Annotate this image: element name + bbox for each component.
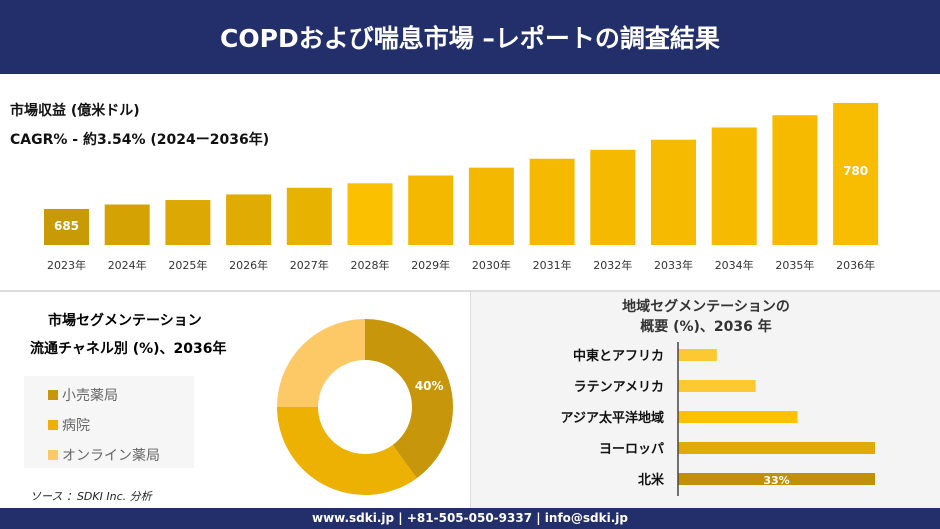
bar xyxy=(651,139,696,245)
legend-swatch xyxy=(48,450,58,460)
y-tick-label: ヨーロッパ xyxy=(599,442,664,457)
y-tick-label: 中東とアフリカ xyxy=(573,348,664,364)
bar xyxy=(165,200,211,245)
y-tick-label: ラテンアメリカ xyxy=(574,380,664,395)
bar xyxy=(44,208,89,245)
x-tick-label: 2035年 xyxy=(775,258,814,272)
bar xyxy=(286,187,332,245)
legend: 小売薬局 病院 オンライン薬局 xyxy=(24,376,194,468)
region-segment-panel: 地域セグメンテーションの 概要 (%)、2036 年 中東とアフリカ ラテンアメリ… xyxy=(470,292,940,508)
x-tick-label: 2026年 xyxy=(229,258,268,272)
channel-segment-panel: 市場セグメンテーション 流通チャネル別 (%)、2036年 小売薬局 病院 オン… xyxy=(0,292,470,508)
bar xyxy=(678,380,756,392)
x-tick-label: 2033年 xyxy=(654,258,693,272)
bar xyxy=(590,149,636,245)
bar xyxy=(104,204,150,245)
legend-label: 病院 xyxy=(62,418,90,434)
x-tick-label: 2023年 xyxy=(47,258,86,272)
x-tick-label: 2029年 xyxy=(411,258,450,272)
data-label: 33% xyxy=(763,474,789,487)
x-tick-label: 2025年 xyxy=(168,258,207,272)
bar xyxy=(226,194,272,245)
revenue-chart: 市場収益 (億米ドル) CAGR% - 約3.54% (2024ー2036年) … xyxy=(0,74,940,290)
source-note: ソース ：SDKI Inc. 分析 xyxy=(30,490,152,503)
revenue-bars: 2023年 685 2024年 2025年 2026年 2027年 2028年 2029年 20… xyxy=(44,102,879,272)
donut-slice xyxy=(365,319,453,479)
x-tick-label: 2036年 xyxy=(836,258,875,272)
data-label: 40% xyxy=(415,379,444,393)
revenue-title: 市場収益 (億米ドル) xyxy=(10,103,140,119)
bar xyxy=(711,127,757,245)
legend-item: 小売薬局 xyxy=(48,380,170,410)
donut-slice xyxy=(277,407,417,495)
bar xyxy=(772,115,818,245)
donut-slice xyxy=(277,319,365,407)
legend-label: 小売薬局 xyxy=(62,388,118,404)
channel-subtitle: 流通チャネル別 (%)、2036年 xyxy=(30,341,227,357)
bar xyxy=(678,349,717,361)
cagr-subtitle: CAGR% - 約3.54% (2024ー2036年) xyxy=(10,132,270,148)
x-tick-label: 2024年 xyxy=(108,258,147,272)
region-title: 地域セグメンテーションの xyxy=(622,299,790,315)
x-tick-label: 2028年 xyxy=(351,258,390,272)
bar xyxy=(678,411,798,423)
legend-swatch xyxy=(48,420,58,430)
x-tick-label: 2030年 xyxy=(472,258,511,272)
legend-label: オンライン薬局 xyxy=(62,448,160,464)
divider xyxy=(0,290,940,292)
bar xyxy=(678,473,876,485)
region-subtitle: 概要 (%)、2036 年 xyxy=(640,319,772,335)
legend-item: 病院 xyxy=(48,410,170,440)
y-tick-label: 北米 xyxy=(638,472,665,488)
channel-title: 市場セグメンテーション xyxy=(48,313,202,329)
x-tick-label: 2031年 xyxy=(533,258,572,272)
data-label: 780 xyxy=(843,164,868,178)
bar xyxy=(833,102,879,245)
bar xyxy=(347,183,393,245)
x-tick-label: 2027年 xyxy=(290,258,329,272)
bar xyxy=(408,175,454,245)
legend-item: オンライン薬局 xyxy=(48,440,170,470)
donut-chart: 40% xyxy=(277,319,453,495)
bar xyxy=(468,167,514,245)
legend-swatch xyxy=(48,390,58,400)
data-label: 685 xyxy=(54,219,79,233)
footer-contact: www.sdki.jp | +81-505-050-9337 | info@sd… xyxy=(0,508,940,529)
y-tick-label: アジア太平洋地域 xyxy=(561,410,664,426)
x-tick-label: 2034年 xyxy=(715,258,754,272)
page-title: COPDおよび喘息市場 –レポートの調査結果 xyxy=(0,0,940,74)
x-tick-label: 2032年 xyxy=(593,258,632,272)
bar xyxy=(678,442,876,454)
bar xyxy=(529,158,575,245)
